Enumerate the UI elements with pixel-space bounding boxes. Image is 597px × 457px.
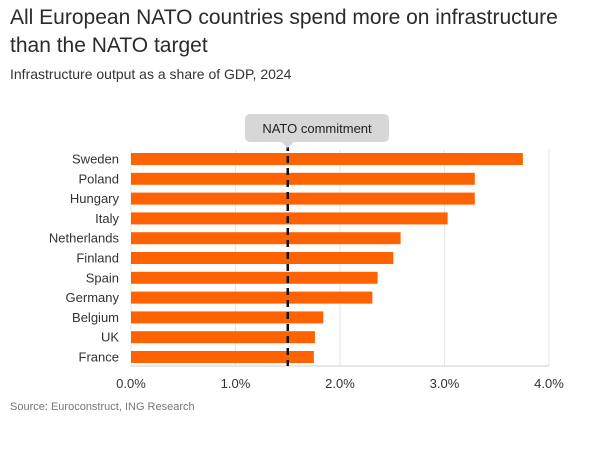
bar-sweden [131,153,523,165]
category-label: Sweden [72,152,119,167]
x-tick-label: 1.0% [221,376,251,391]
chart-subtitle: Infrastructure output as a share of GDP,… [10,66,292,82]
bar-uk [131,331,315,344]
category-label: UK [101,330,119,345]
bar-finland [131,252,394,264]
source-note: Source: Euroconstruct, ING Research [10,401,195,413]
bar-netherlands [131,232,401,245]
x-tick-label: 4.0% [534,376,564,391]
x-tick-label: 2.0% [325,376,355,391]
bar-spain [131,271,378,284]
category-label: Poland [79,171,119,186]
category-label: Belgium [72,310,119,325]
bar-hungary [131,192,475,205]
bar-italy [131,212,448,225]
category-label: Spain [86,270,119,285]
bar-france [131,351,314,363]
bar-belgium [131,311,324,324]
x-tick-label: 0.0% [116,376,146,391]
category-label: Hungary [70,191,120,206]
category-label: Netherlands [49,231,120,246]
category-label: Germany [66,290,120,305]
bar-poland [131,172,475,185]
category-label: France [79,350,119,365]
category-label: Finland [76,251,119,266]
chart-title: All European NATO countries spend more o… [10,6,558,57]
annotation-box [245,114,389,142]
x-tick-label: 3.0% [430,376,460,391]
annotation-pointer [281,142,294,148]
category-label: Italy [95,211,119,226]
annotation-label: NATO commitment [262,121,372,136]
bar-germany [131,291,373,304]
